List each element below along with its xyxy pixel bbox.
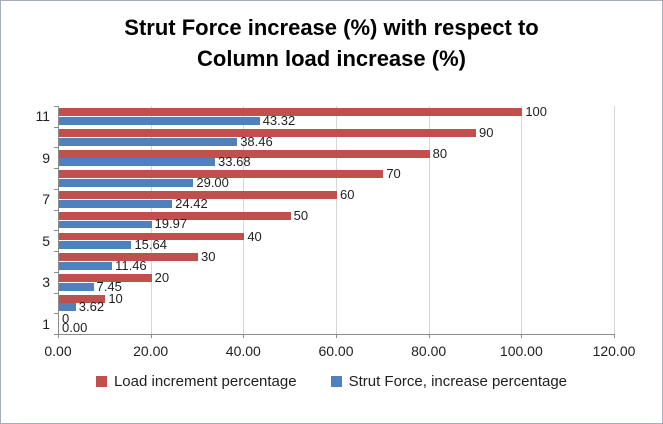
y-axis-category-label: 7: [42, 191, 50, 208]
x-axis-tick: [243, 334, 245, 338]
data-label: 38.46: [240, 133, 273, 149]
data-label: 11.46: [115, 257, 147, 273]
y-axis-category-label: 3: [42, 274, 50, 291]
x-axis-tick: [614, 334, 615, 338]
legend: Load increment percentage Strut Force, i…: [1, 373, 662, 390]
y-axis-tick: [54, 147, 58, 149]
gridline: [614, 106, 615, 334]
x-axis-tick: [58, 334, 59, 338]
y-axis-tick: [54, 106, 58, 107]
legend-swatch-load: [95, 376, 107, 387]
data-label: 10: [108, 290, 123, 306]
data-label: 40: [247, 228, 262, 244]
x-axis-tick: [150, 334, 152, 338]
x-axis-tick-label: 40.00: [225, 343, 261, 359]
data-label: 80: [432, 145, 448, 161]
data-label: 50: [293, 207, 309, 223]
bar-load-increment: [59, 253, 198, 262]
y-axis-category-label: 11: [35, 108, 50, 125]
x-axis-tick-label: 100.00: [499, 343, 543, 359]
y-axis-tick: [54, 188, 58, 190]
x-axis-tick-label: 20.00: [133, 343, 169, 359]
bar-load-increment: [59, 274, 152, 282]
bar-strut-force: [59, 261, 113, 270]
bar-load-increment: [59, 170, 384, 179]
legend-item-load-increment: Load increment percentage: [95, 373, 297, 390]
y-axis-tick: [54, 251, 58, 253]
x-axis-tick-label: 80.00: [411, 343, 447, 359]
y-axis-tick: [54, 230, 58, 232]
gridline: [428, 106, 430, 334]
legend-swatch-strut: [330, 376, 342, 387]
data-label: 33.68: [218, 154, 251, 170]
bar-strut-force: [59, 241, 132, 250]
data-label: 43.32: [262, 112, 296, 128]
data-label: 19.97: [154, 216, 188, 232]
bar-load-increment: [59, 128, 476, 137]
y-axis-tick: [54, 209, 58, 211]
gridline: [243, 106, 245, 334]
bar-strut-force: [59, 220, 152, 229]
gridline: [336, 106, 337, 334]
bar-strut-force: [59, 282, 94, 291]
y-axis-tick: [54, 168, 58, 170]
data-label: 60: [340, 187, 355, 203]
y-axis-category-label: 1: [42, 315, 50, 332]
x-axis-tick-label: 120.00: [592, 343, 636, 359]
chart-title-line-1: Strut Force increase (%) with respect to: [124, 15, 539, 40]
data-label: 29.00: [196, 175, 229, 191]
chart-title: Strut Force increase (%) with respect to…: [1, 12, 662, 74]
data-label: 3.62: [78, 299, 105, 315]
bar-strut-force: [59, 199, 173, 208]
data-label: 0.00: [62, 320, 88, 336]
bar-load-increment: [59, 211, 291, 220]
bar-load-increment: [59, 191, 337, 199]
x-axis-tick: [521, 334, 523, 338]
gridline: [521, 106, 523, 334]
bar-strut-force: [59, 158, 216, 167]
data-label: 70: [386, 166, 401, 182]
data-label: 24.42: [175, 195, 208, 211]
x-axis-tick: [336, 334, 337, 338]
data-label: 7.45: [96, 278, 122, 294]
bar-load-increment: [59, 232, 245, 241]
legend-label-strut: Strut Force, increase percentage: [348, 373, 568, 390]
y-axis-tick: [54, 292, 58, 294]
data-label: 20: [154, 269, 170, 285]
bar-strut-force: [59, 179, 194, 187]
y-axis-line: [58, 106, 59, 335]
bar-strut-force: [59, 137, 238, 146]
data-label: 15.64: [134, 237, 167, 253]
data-label: 0: [62, 311, 70, 327]
y-axis-tick: [54, 313, 58, 315]
bar-load-increment: [59, 294, 106, 303]
data-label: 100: [525, 104, 548, 120]
x-axis-tick: [428, 334, 430, 338]
y-axis-tick: [54, 334, 58, 335]
bar-load-increment: [59, 149, 430, 158]
chart-title-line-2: Column load increase (%): [197, 46, 466, 71]
data-label: 90: [479, 124, 494, 140]
gridline: [150, 106, 152, 334]
bar-strut-force: [59, 303, 76, 312]
legend-item-strut-force: Strut Force, increase percentage: [330, 373, 568, 390]
y-axis-category-label: 9: [42, 149, 50, 166]
y-axis-tick: [54, 271, 58, 273]
legend-label-load: Load increment percentage: [113, 373, 297, 390]
y-axis-tick: [54, 126, 58, 128]
bar-load-increment: [59, 108, 523, 117]
bar-strut-force: [59, 116, 260, 125]
y-axis-category-label: 5: [42, 232, 50, 249]
x-axis-tick-label: 0.00: [44, 343, 72, 359]
x-axis-tick-label: 60.00: [318, 343, 354, 359]
data-label: 30: [201, 249, 216, 265]
x-axis-line: [58, 334, 614, 335]
